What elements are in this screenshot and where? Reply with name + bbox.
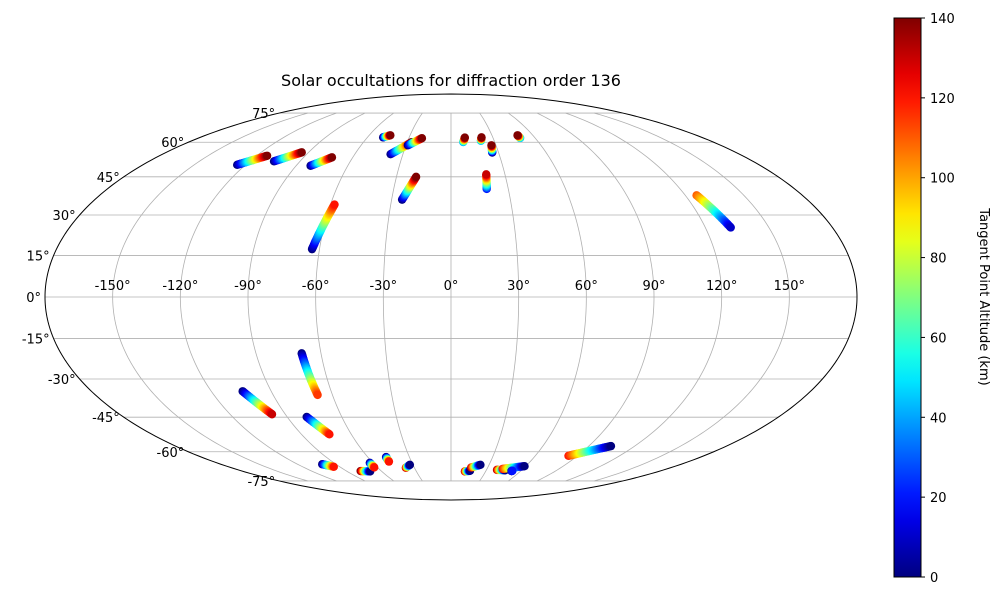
- occultation-track: [692, 191, 735, 232]
- occultation-track: [318, 460, 338, 471]
- longitude-tick-label: -90°: [234, 279, 262, 294]
- colorbar-tick-label: 20: [930, 491, 947, 506]
- track-point: [329, 462, 338, 471]
- colorbar-tick-label: 120: [930, 92, 955, 107]
- map-outline: [44, 93, 858, 501]
- occultation-track: [297, 349, 322, 400]
- latitude-tick-label: 15°: [27, 249, 50, 264]
- latitude-tick-label: -45°: [92, 411, 120, 426]
- track-point: [513, 131, 522, 140]
- occultation-track: [476, 133, 486, 145]
- track-point: [411, 172, 421, 182]
- track-point: [482, 170, 491, 179]
- track-point: [327, 153, 337, 162]
- colorbar-tick-label: 40: [930, 411, 947, 426]
- occultation-track: [482, 170, 491, 194]
- longitude-tick-label: 30°: [507, 279, 530, 294]
- occultation-track: [459, 133, 470, 147]
- occultation-track: [487, 141, 497, 157]
- graticule: [45, 112, 857, 482]
- colorbar-tick-label: 80: [930, 252, 947, 267]
- colorbar-tick-label: 60: [930, 331, 947, 346]
- occultation-track: [269, 148, 306, 166]
- track-point: [267, 410, 277, 419]
- latitude-tick-label: -30°: [48, 373, 76, 388]
- latitude-tick-label: 60°: [161, 136, 184, 151]
- track-point: [726, 223, 735, 232]
- latitude-tick-label: -75°: [247, 475, 275, 490]
- latitude-tick-label: 75°: [252, 107, 275, 122]
- latitude-tick-label: 30°: [53, 209, 76, 224]
- longitude-tick-label: 150°: [774, 279, 805, 294]
- longitude-tick-label: 90°: [642, 279, 665, 294]
- track-point: [330, 200, 339, 209]
- colorbar-tick-label: 140: [930, 12, 955, 27]
- occultation-track: [507, 466, 517, 476]
- track-point: [606, 441, 616, 451]
- occultation-track: [302, 412, 334, 439]
- latitude-tick-label: 45°: [97, 171, 120, 186]
- latitude-tick-label: 0°: [26, 291, 41, 306]
- occultation-track: [466, 460, 485, 472]
- track-point: [262, 151, 272, 160]
- track-point: [370, 463, 379, 472]
- track-point: [313, 390, 322, 400]
- chart-title: Solar occultations for diffraction order…: [281, 71, 621, 90]
- occultation-track: [365, 458, 379, 472]
- track-point: [460, 133, 470, 142]
- occultation-track: [381, 452, 394, 466]
- occultation-track: [356, 466, 375, 476]
- track-point: [405, 460, 415, 470]
- colorbar-label: Tangent Point Altitude (km): [976, 207, 991, 385]
- track-point: [487, 141, 496, 150]
- occultation-track: [238, 387, 277, 419]
- occultation-tracks: [232, 131, 735, 476]
- occultation-track: [513, 131, 525, 143]
- longitude-tick-label: 60°: [575, 279, 598, 294]
- longitude-tick-label: -150°: [95, 279, 131, 294]
- colorbar-ticks: 0 20 40 60 80 100 120 140: [921, 12, 955, 586]
- occultation-track: [403, 133, 427, 150]
- longitude-tick-label: 0°: [444, 279, 459, 294]
- occultation-track: [397, 172, 421, 204]
- track-point: [508, 466, 517, 476]
- longitude-tick-label: -30°: [369, 279, 397, 294]
- track-point: [417, 133, 427, 143]
- longitude-tick-label: -60°: [302, 279, 330, 294]
- track-point: [477, 133, 486, 142]
- coordinate-tick-labels: -150° -120° -90° -60° -30° 0° 30° 60° 90° 120° 150…: [22, 107, 805, 490]
- track-point: [386, 131, 395, 140]
- occultation-track: [232, 151, 272, 170]
- track-point: [476, 460, 485, 470]
- track-point: [384, 457, 394, 466]
- latitude-tick-label: -60°: [157, 446, 185, 461]
- occultation-track: [307, 200, 339, 254]
- occultation-track: [564, 441, 616, 461]
- occultation-track: [306, 153, 337, 170]
- track-point: [325, 430, 334, 439]
- colorbar: 0 20 40 60 80 100 120 140 Tangent Point Altitud…: [893, 12, 991, 586]
- occultation-track: [401, 460, 415, 472]
- colorbar-tick-label: 100: [930, 172, 955, 187]
- colorbar-gradient: [893, 17, 922, 578]
- track-point: [297, 148, 306, 157]
- longitude-tick-label: -120°: [162, 279, 198, 294]
- track-point: [520, 462, 529, 471]
- latitude-tick-label: -15°: [22, 333, 50, 348]
- occultation-track: [378, 131, 395, 142]
- longitude-tick-label: 120°: [706, 279, 737, 294]
- colorbar-tick-label: 0: [930, 571, 938, 586]
